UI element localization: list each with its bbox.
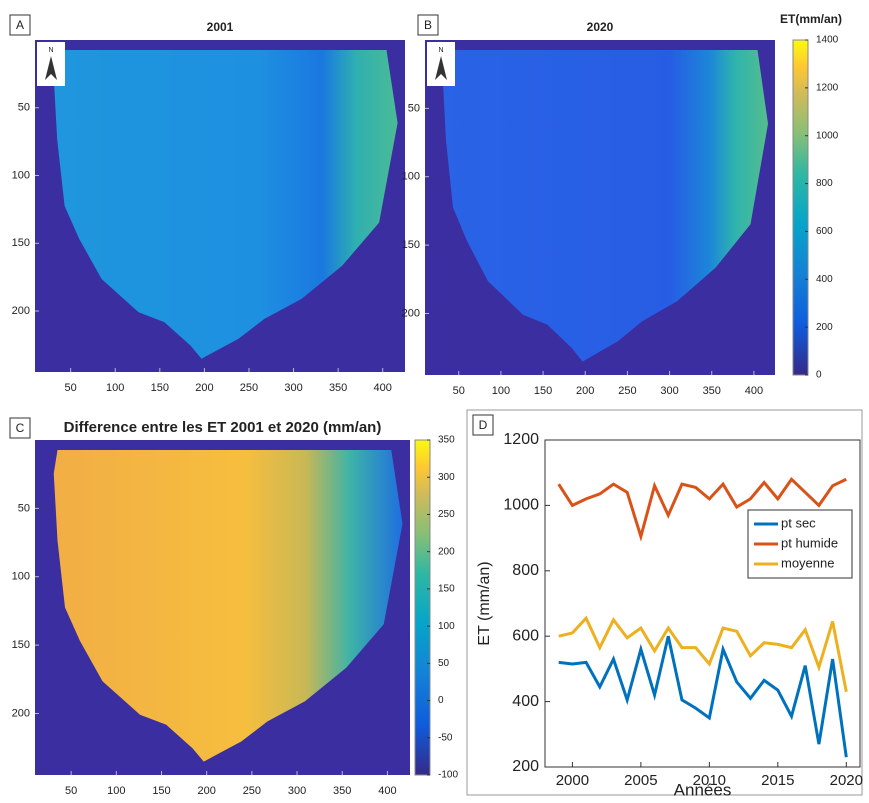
land bbox=[53, 49, 398, 359]
x-tick-label: 300 bbox=[660, 385, 678, 397]
panel-title: 2001 bbox=[207, 20, 234, 34]
line bbox=[558, 635, 848, 758]
colorbar-tick-label: 1000 bbox=[816, 130, 839, 141]
x-tick-label: 400 bbox=[378, 785, 396, 797]
x-tick-label: 250 bbox=[618, 385, 636, 397]
colorbar-tick-label: 1200 bbox=[816, 82, 839, 93]
x-tick-label: 150 bbox=[151, 382, 169, 394]
land bbox=[442, 50, 768, 362]
panel-label: D bbox=[479, 418, 488, 432]
colorbar-tick-label: 150 bbox=[438, 584, 455, 595]
y-tick-label: 100 bbox=[402, 171, 420, 183]
x-tick-label: 250 bbox=[240, 382, 258, 394]
legend-label: pt sec bbox=[781, 515, 816, 530]
x-tick-label: 100 bbox=[492, 385, 510, 397]
x-tick-label: 50 bbox=[65, 785, 77, 797]
x-tick-label: 350 bbox=[703, 385, 721, 397]
colorbar-tick-label: -100 bbox=[438, 770, 458, 781]
x-tick-label: 50 bbox=[453, 385, 465, 397]
y-tick-label: 400 bbox=[512, 693, 539, 710]
y-tick-label: 200 bbox=[12, 305, 30, 317]
panel-label-box bbox=[9, 417, 31, 439]
panel-title: Difference entre les ET 2001 et 2020 (mm… bbox=[64, 419, 382, 436]
panel-title: 2020 bbox=[587, 20, 614, 34]
colorbar-tick-label: 100 bbox=[438, 621, 455, 632]
x-tick-label: 250 bbox=[243, 785, 261, 797]
x-tick-label: 350 bbox=[333, 785, 351, 797]
panel-label: A bbox=[16, 18, 24, 32]
plot-area bbox=[544, 439, 861, 768]
colorbar-tick-label: 400 bbox=[816, 274, 833, 285]
x-tick-label: 2015 bbox=[761, 772, 794, 789]
y-tick-label: 100 bbox=[12, 571, 30, 583]
colorbar-tick-label: -50 bbox=[438, 732, 453, 743]
colorbar-tick-label: 250 bbox=[438, 509, 455, 520]
colorbar-tick-label: 800 bbox=[816, 178, 833, 189]
north-arrow bbox=[45, 56, 57, 80]
colorbar-tick-label: 50 bbox=[438, 658, 450, 669]
colorbar bbox=[414, 439, 431, 776]
legend-label: moyenne bbox=[781, 555, 834, 570]
x-tick-label: 150 bbox=[534, 385, 552, 397]
y-tick-label: 1000 bbox=[503, 497, 539, 514]
panel-label-box bbox=[9, 14, 31, 36]
x-tick-label: 100 bbox=[106, 382, 124, 394]
x-tick-label: 350 bbox=[329, 382, 347, 394]
y-tick-label: 50 bbox=[18, 502, 30, 514]
y-tick-label: 1200 bbox=[503, 431, 539, 448]
x-tick-label: 300 bbox=[284, 382, 302, 394]
y-tick-label: 100 bbox=[12, 169, 30, 181]
y-tick-label: 200 bbox=[512, 758, 539, 775]
colorbar-label: ET(mm/an) bbox=[780, 12, 842, 26]
x-tick-label: 200 bbox=[198, 785, 216, 797]
y-tick-label: 200 bbox=[402, 307, 420, 319]
panel-label: C bbox=[16, 421, 25, 435]
north-label: N bbox=[48, 47, 53, 54]
x-tick-label: 150 bbox=[152, 785, 170, 797]
colorbar-tick-label: 200 bbox=[438, 546, 455, 557]
north-arrow bbox=[435, 56, 447, 80]
colorbar-tick-label: 1400 bbox=[816, 35, 839, 46]
panel-label-box bbox=[472, 414, 494, 436]
y-tick-label: 150 bbox=[12, 237, 30, 249]
x-tick-label: 400 bbox=[745, 385, 763, 397]
north-label: N bbox=[438, 47, 443, 54]
line bbox=[557, 476, 847, 542]
y-tick-label: 800 bbox=[512, 562, 539, 579]
x-tick-label: 200 bbox=[195, 382, 213, 394]
y-tick-label: 200 bbox=[12, 707, 30, 719]
y-axis-label: ET (mm/an) bbox=[476, 561, 493, 645]
x-tick-label: 2020 bbox=[830, 772, 863, 789]
land bbox=[53, 450, 403, 762]
line bbox=[558, 615, 848, 693]
panel-label-box bbox=[417, 14, 439, 36]
x-tick-label: 2010 bbox=[693, 772, 726, 789]
y-tick-label: 150 bbox=[12, 639, 30, 651]
colorbar-tick-label: 600 bbox=[816, 226, 833, 237]
x-tick-label: 400 bbox=[374, 382, 392, 394]
y-tick-label: 50 bbox=[18, 102, 30, 114]
x-axis-label: Années bbox=[674, 780, 732, 798]
x-tick-label: 2005 bbox=[624, 772, 657, 789]
colorbar-tick-label: 0 bbox=[816, 370, 822, 381]
colorbar-tick-label: 200 bbox=[816, 322, 833, 333]
panel-frame bbox=[466, 409, 863, 796]
legend-label: pt humide bbox=[781, 535, 838, 550]
colorbar-tick-label: 0 bbox=[438, 695, 444, 706]
colorbar-tick-label: 350 bbox=[438, 435, 455, 446]
x-tick-label: 300 bbox=[288, 785, 306, 797]
x-tick-label: 100 bbox=[107, 785, 125, 797]
y-tick-label: 150 bbox=[402, 239, 420, 251]
colorbar-tick-label: 300 bbox=[438, 472, 455, 483]
y-tick-label: 600 bbox=[512, 627, 539, 644]
y-tick-label: 50 bbox=[408, 102, 420, 114]
x-tick-label: 2000 bbox=[556, 772, 589, 789]
x-tick-label: 50 bbox=[65, 382, 77, 394]
x-tick-label: 200 bbox=[576, 385, 594, 397]
colorbar bbox=[792, 39, 809, 376]
panel-label: B bbox=[424, 18, 432, 32]
